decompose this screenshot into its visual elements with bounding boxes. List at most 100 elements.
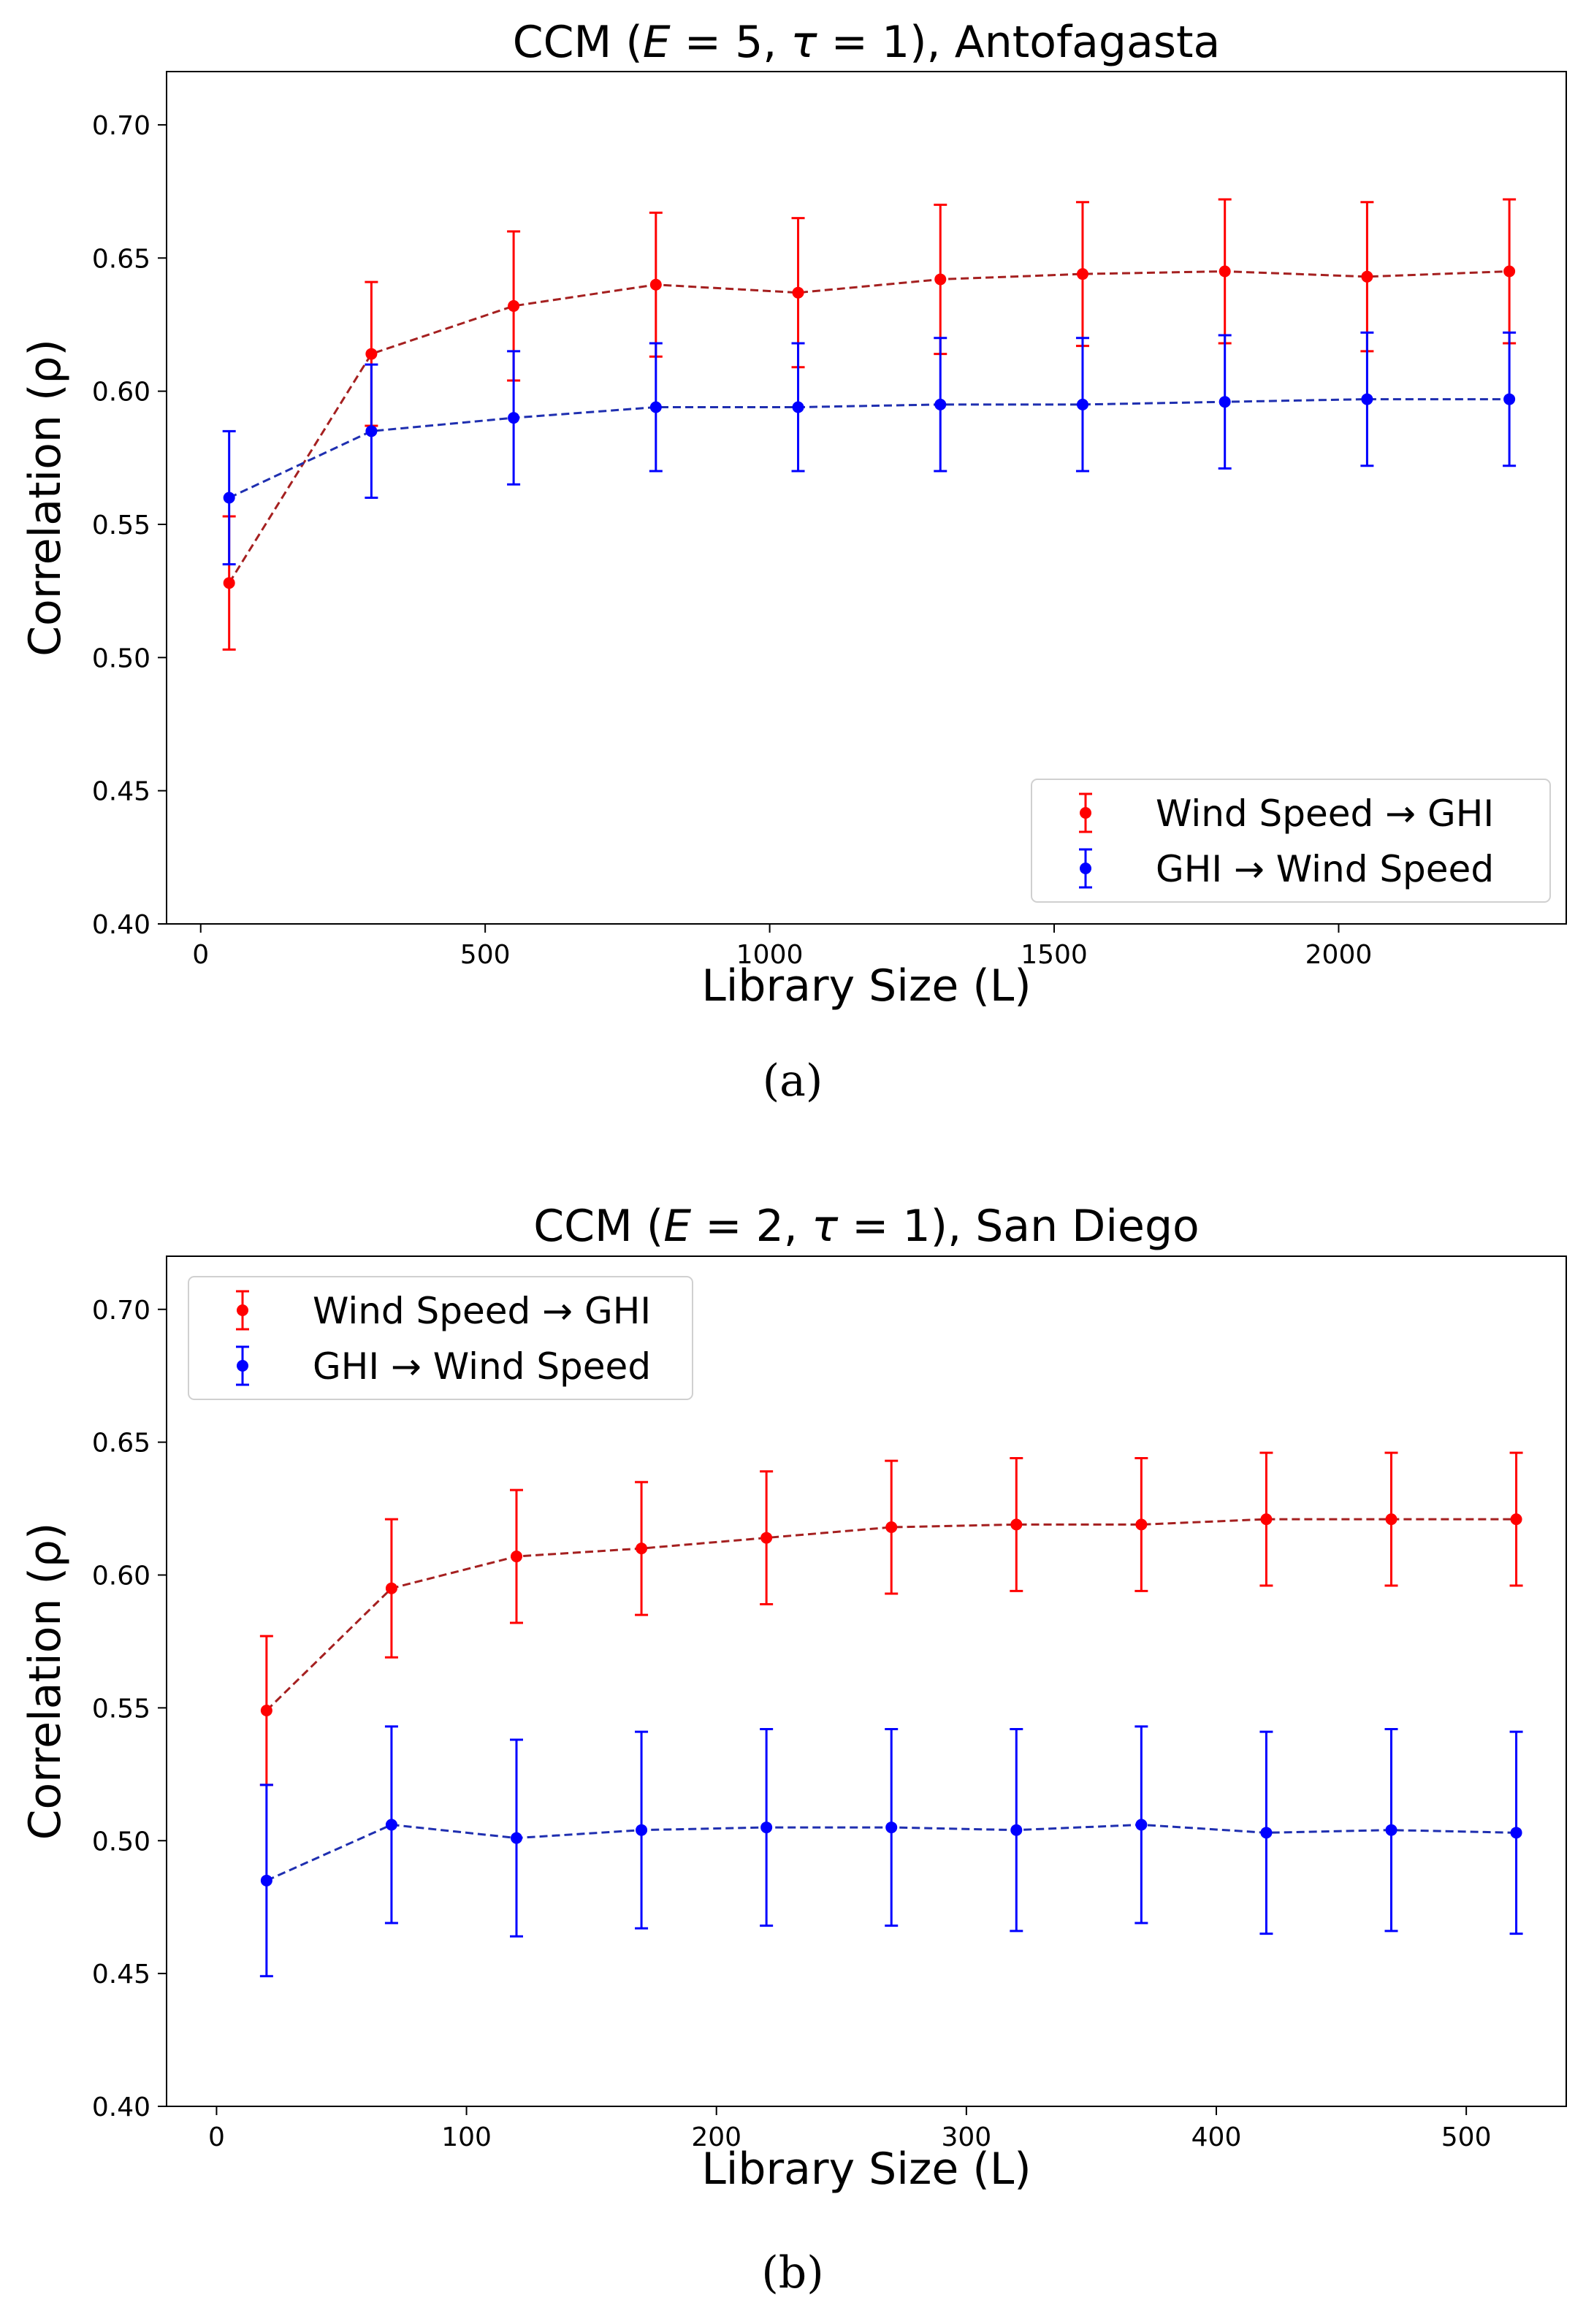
data-point xyxy=(760,1532,773,1544)
data-point xyxy=(260,1705,272,1717)
y-tick-label: 0.60 xyxy=(92,1562,150,1591)
title-embedding-symbol: E xyxy=(663,1201,691,1252)
title-tau-symbol: τ xyxy=(790,17,817,68)
y-tick-label: 0.40 xyxy=(92,910,150,940)
data-point xyxy=(1076,268,1088,280)
chart-title: CCM (E = 5, τ = 1), Antofagasta xyxy=(513,17,1221,68)
y-tick-label: 0.50 xyxy=(92,643,150,673)
y-tick-label: 0.65 xyxy=(92,1429,150,1459)
legend-marker-dot xyxy=(1080,863,1091,874)
data-point xyxy=(1219,396,1231,408)
data-point xyxy=(511,1832,522,1844)
plot-frame xyxy=(166,71,1567,925)
x-tick-label: 200 xyxy=(691,2122,741,2152)
x-tick-label: 300 xyxy=(941,2122,991,2152)
data-point xyxy=(1510,1513,1522,1526)
legend-box xyxy=(188,1276,693,1400)
data-point xyxy=(1260,1827,1273,1839)
data-point xyxy=(649,278,662,291)
data-point xyxy=(508,412,520,424)
chart-panel-b: CCM (E = 2, τ = 1), San Diego 0.40 0.45 0.5… xyxy=(20,1201,1567,2195)
data-point xyxy=(1260,1513,1273,1526)
legend-label: Wind Speed → GHI xyxy=(313,1290,651,1332)
series-1 xyxy=(259,1725,1523,1978)
series-line xyxy=(265,1518,1517,1712)
x-axis-label: Library Size (L) xyxy=(701,960,1031,1012)
data-point xyxy=(1361,393,1373,405)
x-tick-label: 100 xyxy=(441,2122,492,2152)
y-tick-label: 0.45 xyxy=(92,1960,150,1989)
data-point xyxy=(792,286,804,299)
data-point xyxy=(1503,265,1516,278)
caption-a: (a) xyxy=(763,1055,823,1106)
data-point xyxy=(649,401,662,413)
data-point xyxy=(1076,398,1088,410)
legend: Wind Speed → GHI GHI → Wind Speed xyxy=(188,1276,693,1400)
data-point xyxy=(636,1824,648,1836)
y-axis-label: Correlation (ρ) xyxy=(20,1523,71,1841)
legend-label: Wind Speed → GHI xyxy=(1156,792,1494,835)
data-point xyxy=(1135,1518,1148,1531)
series-1 xyxy=(222,331,1517,566)
data-point xyxy=(511,1551,522,1563)
y-tick-label: 0.70 xyxy=(92,111,150,141)
data-point xyxy=(1135,1819,1148,1831)
series-line xyxy=(228,270,1510,584)
x-tick-label: 400 xyxy=(1191,2122,1242,2152)
legend-label: GHI → Wind Speed xyxy=(1156,848,1494,890)
title-tau-symbol: τ xyxy=(812,1201,839,1252)
data-point xyxy=(1010,1824,1023,1836)
x-tick-label: 500 xyxy=(460,940,511,970)
data-point xyxy=(885,1521,898,1534)
y-tick-label: 0.50 xyxy=(92,1827,150,1857)
data-point xyxy=(365,348,378,360)
plot-frame xyxy=(166,1255,1567,2107)
title-prefix: CCM ( xyxy=(513,17,643,68)
data-point xyxy=(934,273,947,286)
data-point xyxy=(1385,1513,1397,1526)
data-point xyxy=(223,577,235,589)
y-tick-label: 0.40 xyxy=(92,2092,150,2122)
data-point xyxy=(385,1819,397,1831)
y-axis-label: Correlation (ρ) xyxy=(20,339,71,657)
data-point xyxy=(934,398,947,410)
data-point xyxy=(1510,1827,1522,1839)
data-point xyxy=(636,1543,648,1555)
legend-label: GHI → Wind Speed xyxy=(313,1345,651,1388)
title-embedding-value: = 5, xyxy=(671,17,791,68)
data-point xyxy=(760,1822,773,1834)
title-embedding-value: = 2, xyxy=(691,1201,812,1252)
title-tau-value: = 1), Antofagasta xyxy=(817,17,1221,68)
data-point xyxy=(1361,270,1373,283)
caption-b: (b) xyxy=(761,2247,823,2298)
data-point xyxy=(885,1822,898,1834)
legend-marker-dot xyxy=(237,1304,248,1316)
data-point xyxy=(1385,1824,1397,1836)
x-tick-label: 1000 xyxy=(736,940,804,970)
title-prefix: CCM ( xyxy=(533,1201,663,1252)
legend-marker-dot xyxy=(1080,807,1091,819)
data-point xyxy=(1010,1518,1023,1531)
series-0 xyxy=(222,198,1517,651)
data-point xyxy=(385,1582,397,1594)
data-point xyxy=(1503,393,1516,405)
chart-panel-a: CCM (E = 5, τ = 1), Antofagasta 0.40 0.45 0… xyxy=(20,17,1567,1012)
y-tick-label: 0.65 xyxy=(92,244,150,274)
y-tick-label: 0.60 xyxy=(92,378,150,408)
data-point xyxy=(1219,265,1231,278)
series-0 xyxy=(259,1451,1523,1786)
data-point xyxy=(508,299,520,312)
x-tick-label: 0 xyxy=(192,940,209,970)
data-point xyxy=(223,492,235,504)
y-tick-label: 0.45 xyxy=(92,777,150,807)
title-embedding-symbol: E xyxy=(643,17,671,68)
legend: Wind Speed → GHI GHI → Wind Speed xyxy=(1031,779,1551,903)
x-axis-label: Library Size (L) xyxy=(701,2144,1031,2195)
data-point xyxy=(792,401,804,413)
title-tau-value: = 1), San Diego xyxy=(838,1201,1200,1252)
data-point xyxy=(260,1874,272,1887)
legend-box xyxy=(1031,779,1551,903)
legend-marker-dot xyxy=(237,1360,248,1372)
series-line xyxy=(229,398,1510,499)
